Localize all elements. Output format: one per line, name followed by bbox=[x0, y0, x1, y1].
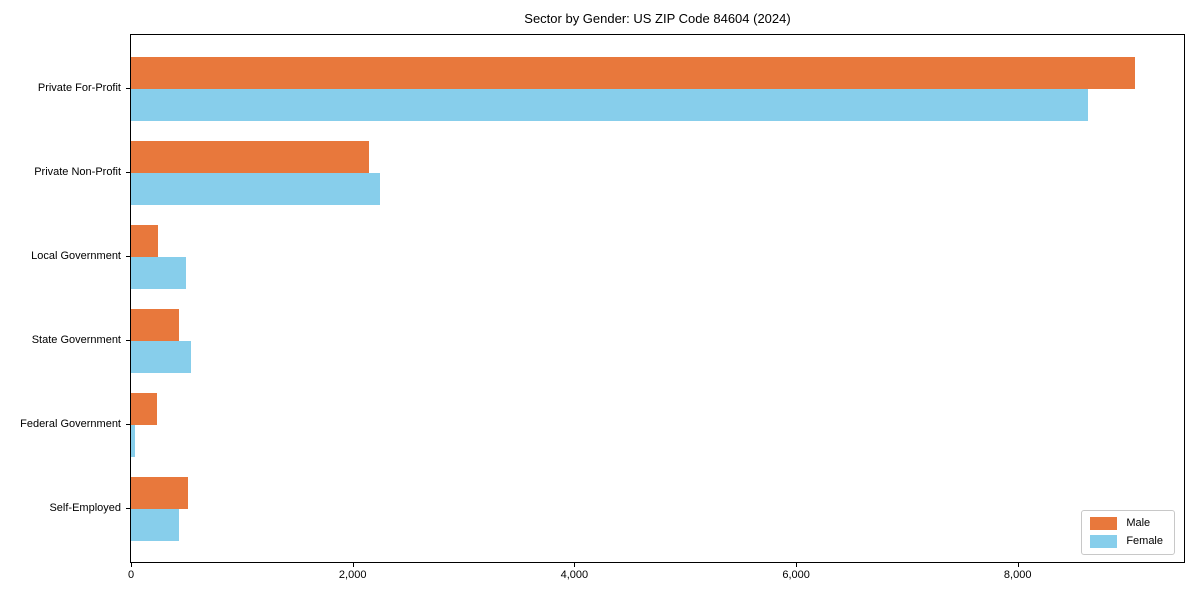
bar-female-private-non-profit bbox=[131, 172, 381, 205]
plot-area: Male Female bbox=[130, 34, 1185, 563]
legend-label-male: Male bbox=[1126, 517, 1151, 529]
bar-female-self-employed bbox=[131, 508, 179, 541]
legend-label-female: Female bbox=[1126, 535, 1163, 547]
bar-male-state-government bbox=[131, 308, 179, 341]
bar-male-self-employed bbox=[131, 476, 188, 509]
bar-male-local-government bbox=[131, 224, 158, 257]
x-tick-mark-0 bbox=[131, 563, 132, 567]
x-tick-label-8-000: 8,000 bbox=[1003, 569, 1032, 581]
bar-female-federal-government bbox=[131, 424, 135, 457]
bar-male-federal-government bbox=[131, 392, 157, 425]
x-tick-label-6-000: 6,000 bbox=[782, 569, 810, 581]
y-tick-label-federal-government: Federal Government bbox=[20, 417, 121, 430]
y-tick-mark-federal-government bbox=[126, 423, 130, 425]
x-tick-mark-2-000 bbox=[352, 563, 354, 567]
bar-male-private-non-profit bbox=[131, 140, 370, 173]
bar-female-private-for-profit bbox=[131, 89, 1088, 121]
legend-item-male: Male bbox=[1090, 517, 1163, 530]
y-tick-label-self-employed: Self-Employed bbox=[49, 501, 121, 514]
legend: Male Female bbox=[1081, 510, 1175, 555]
y-tick-mark-local-government bbox=[126, 255, 130, 257]
female-color-swatch bbox=[1090, 535, 1118, 548]
y-tick-mark-self-employed bbox=[126, 507, 130, 509]
chart-title: Sector by Gender: US ZIP Code 84604 (202… bbox=[524, 11, 791, 26]
x-tick-label-4-000: 4,000 bbox=[560, 569, 589, 581]
male-color-swatch bbox=[1090, 517, 1118, 530]
x-tick-mark-4-000 bbox=[574, 563, 576, 567]
x-tick-mark-6-000 bbox=[796, 563, 798, 567]
x-tick-label-0: 0 bbox=[127, 569, 135, 581]
y-tick-mark-private-for-profit bbox=[126, 88, 130, 89]
legend-item-female: Female bbox=[1090, 535, 1163, 548]
y-tick-mark-state-government bbox=[126, 339, 130, 341]
y-tick-label-state-government: State Government bbox=[31, 333, 121, 346]
y-tick-label-private-non-profit: Private Non-Profit bbox=[34, 165, 121, 178]
x-tick-mark-8-000 bbox=[1017, 563, 1019, 567]
y-tick-label-local-government: Local Government bbox=[31, 249, 121, 262]
bar-female-local-government bbox=[131, 256, 187, 289]
bar-female-state-government bbox=[131, 340, 191, 373]
y-tick-mark-private-non-profit bbox=[126, 171, 130, 173]
bar-male-private-for-profit bbox=[131, 57, 1136, 89]
x-tick-label-2-000: 2,000 bbox=[338, 569, 367, 581]
y-tick-label-private-for-profit: Private For-Profit bbox=[37, 82, 121, 94]
